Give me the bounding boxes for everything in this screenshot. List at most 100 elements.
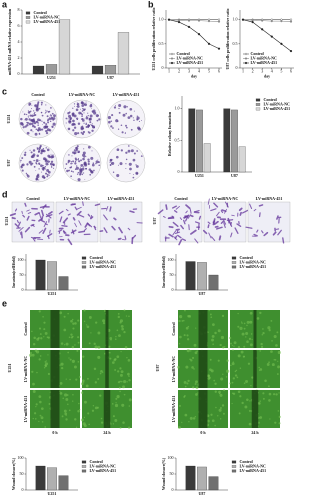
colony <box>82 130 86 134</box>
column-label: 0 h <box>52 430 58 435</box>
colony <box>120 124 123 127</box>
cell <box>181 238 187 242</box>
colony <box>53 114 56 118</box>
texture <box>217 359 220 362</box>
colony <box>44 122 46 124</box>
legend-label: LV-miRNA-NC <box>90 463 117 468</box>
texture <box>127 426 131 429</box>
cell <box>78 230 86 233</box>
colony <box>72 114 75 116</box>
legend-swatch <box>231 465 237 468</box>
colony <box>23 113 26 116</box>
series-line <box>242 19 292 22</box>
point <box>207 20 211 23</box>
colony <box>97 115 99 117</box>
point <box>261 19 264 22</box>
texture <box>115 397 118 400</box>
texture <box>229 382 232 385</box>
colony <box>112 171 115 173</box>
texture <box>120 370 124 374</box>
texture <box>195 327 197 329</box>
colony <box>67 118 69 120</box>
texture <box>44 426 47 428</box>
texture <box>231 381 234 384</box>
texture <box>246 324 248 327</box>
colony <box>50 114 52 116</box>
texture <box>97 355 101 359</box>
texture <box>73 365 77 369</box>
texture <box>61 415 64 418</box>
colony <box>110 120 113 122</box>
texture <box>221 314 225 318</box>
texture <box>208 309 210 312</box>
colony <box>127 149 131 153</box>
cell <box>61 224 68 227</box>
colony <box>29 114 32 117</box>
cell <box>227 217 231 224</box>
texture <box>237 345 241 349</box>
cell <box>207 221 211 225</box>
bar <box>91 65 104 75</box>
texture <box>234 370 237 373</box>
texture <box>121 327 124 331</box>
colony <box>66 169 69 173</box>
wound-gap <box>253 350 257 388</box>
texture <box>247 362 251 365</box>
x-tick-label: 4 <box>271 69 273 74</box>
texture <box>116 329 119 332</box>
texture <box>44 331 48 335</box>
cell <box>224 208 227 214</box>
colony <box>90 124 92 126</box>
cell <box>168 233 174 238</box>
colony <box>89 173 92 176</box>
texture <box>186 349 190 353</box>
texture <box>35 403 38 406</box>
texture <box>32 343 36 346</box>
colony <box>79 168 83 172</box>
cell <box>210 208 217 212</box>
colony <box>86 125 90 128</box>
texture <box>240 350 244 354</box>
y-tick-label: 50 <box>20 471 24 476</box>
colony <box>40 164 43 168</box>
texture <box>270 350 273 353</box>
cell <box>109 206 112 212</box>
cell <box>74 222 77 228</box>
texture <box>269 418 271 420</box>
texture <box>115 335 117 338</box>
colony <box>38 149 41 153</box>
texture <box>207 374 210 378</box>
colony <box>20 165 23 168</box>
colony <box>36 154 39 157</box>
cell <box>218 235 222 241</box>
cell <box>27 211 32 214</box>
legend-swatch <box>231 265 237 269</box>
colony <box>70 161 73 163</box>
colony <box>20 117 23 121</box>
texture <box>97 345 101 349</box>
colony <box>31 162 34 165</box>
colony <box>26 173 29 176</box>
texture <box>246 340 249 343</box>
wound-gap <box>105 310 109 348</box>
colony <box>93 126 95 129</box>
texture <box>186 382 189 385</box>
x-tick-label: 2 <box>178 69 180 74</box>
y-tick-label: 0 <box>18 71 20 76</box>
colony <box>81 113 84 116</box>
texture <box>63 344 66 346</box>
legend-label: LV-miRNA-NC <box>177 55 204 60</box>
texture <box>83 416 86 419</box>
colony <box>111 114 114 117</box>
legend-label: LV-miRNA-451 <box>240 468 267 473</box>
texture <box>217 415 219 417</box>
colony <box>75 166 79 170</box>
colony <box>51 112 54 115</box>
colony <box>95 162 97 165</box>
texture <box>260 342 263 346</box>
colony <box>125 151 128 154</box>
colony <box>82 157 85 161</box>
colony <box>132 176 135 179</box>
texture <box>277 360 279 362</box>
point <box>217 18 221 21</box>
